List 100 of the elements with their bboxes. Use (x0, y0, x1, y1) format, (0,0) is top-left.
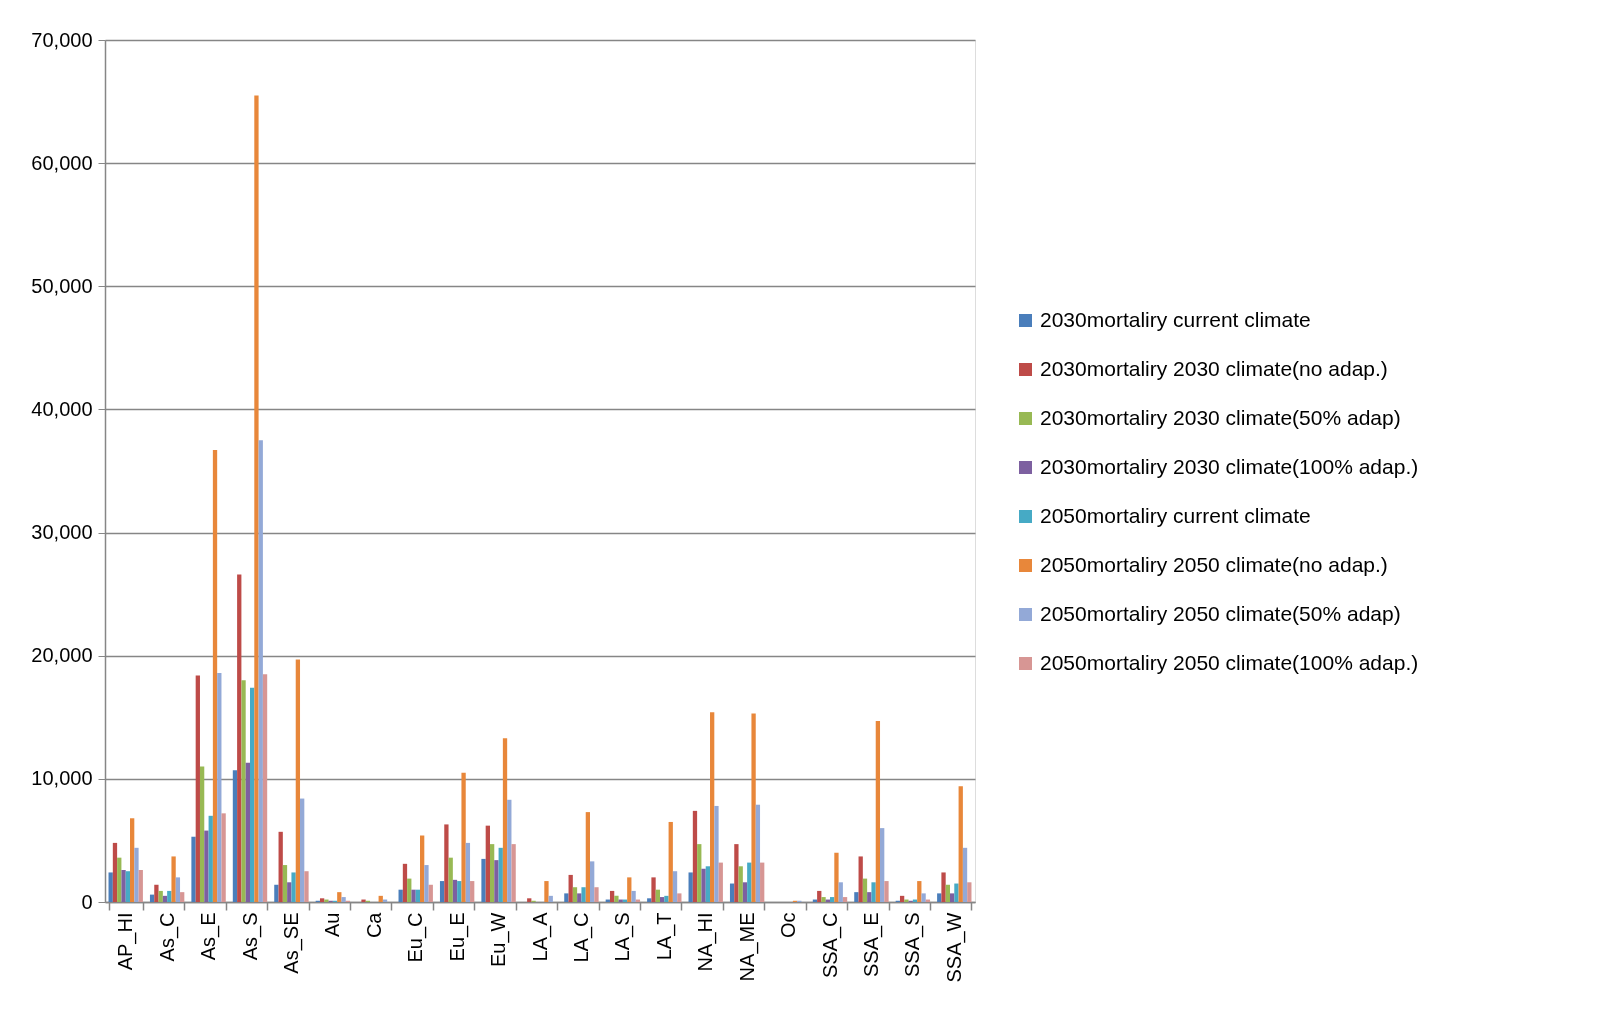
bar (838, 882, 843, 902)
x-tick-label: Ca (362, 911, 385, 939)
bar (760, 862, 765, 902)
x-tick-label: NA_ME (735, 912, 759, 982)
x-tick-label: SSA_S (901, 912, 925, 977)
bar (672, 871, 678, 902)
bar (481, 858, 486, 902)
bar (199, 766, 205, 902)
bar (945, 884, 950, 902)
bar (121, 869, 126, 902)
bar (378, 895, 383, 902)
bar (738, 866, 743, 902)
bar (701, 868, 706, 902)
bar (830, 897, 835, 902)
bar (130, 818, 135, 902)
bar (171, 856, 176, 902)
bar (494, 860, 499, 902)
bar (871, 882, 876, 902)
bar (274, 884, 279, 902)
bar (162, 895, 168, 902)
bar (581, 887, 586, 902)
bar (304, 871, 309, 902)
bar (568, 874, 573, 902)
bar (677, 893, 682, 902)
bar (158, 890, 163, 902)
bar (407, 878, 412, 902)
bar (415, 889, 421, 902)
bar (884, 881, 889, 902)
bar (402, 863, 408, 902)
x-tick-label: As_C (155, 912, 179, 962)
bar (854, 892, 859, 902)
bar (117, 857, 122, 902)
bar (134, 847, 139, 902)
bar (688, 872, 693, 902)
bar (319, 898, 325, 902)
bar (208, 815, 213, 902)
bar (295, 659, 301, 902)
bar (718, 862, 723, 902)
bar (899, 895, 905, 902)
legend-label: 2050mortaliry 2050 climate(100% adap.) (1040, 650, 1419, 674)
bar (420, 835, 425, 902)
legend-label: 2030mortaliry 2030 climate(no adap.) (1040, 356, 1388, 380)
bar (609, 890, 615, 902)
bar (175, 877, 181, 902)
bar (577, 893, 582, 902)
bar (507, 799, 512, 902)
bar (262, 674, 268, 902)
bar (502, 738, 508, 902)
bar (361, 899, 366, 902)
bar (710, 712, 715, 902)
bar (614, 895, 619, 902)
x-tick-label: As_E (197, 912, 221, 961)
bar (862, 878, 868, 902)
x-tick-label: SSA_E (859, 912, 883, 977)
bar (439, 881, 445, 902)
bar (697, 844, 702, 902)
bar (742, 882, 748, 902)
bar (212, 450, 218, 902)
bar (729, 883, 735, 902)
bar (138, 869, 143, 902)
bar (154, 884, 159, 902)
bar (651, 877, 656, 902)
bar (921, 893, 926, 902)
bar (424, 865, 429, 902)
bar (250, 687, 255, 902)
bar (747, 862, 752, 902)
bar (564, 893, 569, 902)
bar (258, 440, 263, 902)
bar (527, 898, 532, 902)
bar (659, 897, 665, 902)
bar (904, 899, 909, 902)
bar (167, 890, 172, 902)
bar (751, 713, 756, 902)
bar (465, 842, 471, 902)
y-tick-label: 20,000 (31, 644, 93, 667)
bar (705, 866, 711, 902)
bar (834, 852, 839, 902)
legend-label: 2050mortaliry current climate (1040, 503, 1311, 527)
x-tick-label: LA_A (528, 911, 552, 962)
x-tick-label: Eu_E (445, 912, 469, 962)
bar (714, 805, 719, 902)
x-tick-label: Oc (777, 912, 800, 939)
bar (291, 872, 296, 902)
y-tick-label: 60,000 (31, 151, 93, 174)
y-tick-label: 0 (81, 890, 93, 913)
bar (937, 893, 942, 902)
y-tick-label: 50,000 (31, 274, 93, 297)
bar (958, 786, 963, 902)
bar (337, 892, 342, 902)
bar (278, 831, 283, 902)
bar (221, 813, 226, 902)
bar (962, 847, 968, 902)
x-tick-label: LA_S (611, 912, 635, 962)
bar (548, 895, 553, 902)
bar (821, 897, 826, 902)
bar (880, 828, 885, 902)
bar (917, 881, 922, 902)
bar (590, 861, 595, 902)
bar (282, 865, 288, 902)
bar (204, 830, 209, 902)
